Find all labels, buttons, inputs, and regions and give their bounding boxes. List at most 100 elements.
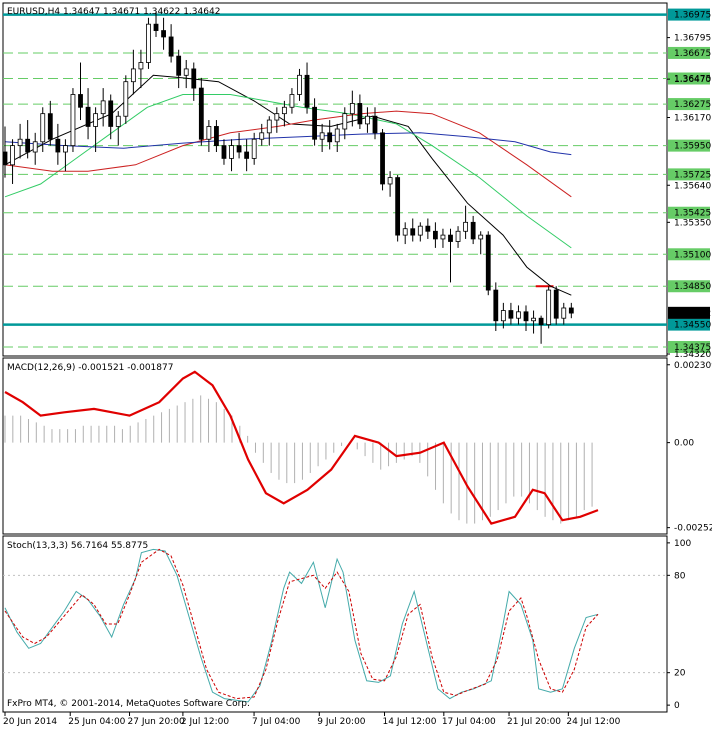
candle-body-57 xyxy=(432,230,438,240)
candle-body-6 xyxy=(47,113,53,140)
time-tick-label-5: 9 Jul 20:00 xyxy=(317,717,366,727)
candle-body-21 xyxy=(161,30,166,38)
price-tick-label-17: 1.34320 xyxy=(674,350,711,360)
candle-body-29 xyxy=(221,145,227,159)
price-tick-label-11: 1.35350 xyxy=(674,218,711,228)
stoch-panel-frame xyxy=(2,535,668,713)
candle-body-60 xyxy=(455,230,461,242)
stoch-tick-label-1: 80 xyxy=(674,571,686,581)
candle-body-25 xyxy=(191,68,197,89)
stoch-header: Stoch(13,3,3) 56.7164 55.8775 xyxy=(7,541,148,551)
level-tag-1.34375 xyxy=(668,340,710,353)
time-tick-label-0: 20 Jun 2014 xyxy=(3,717,57,727)
price-tick-label-6: 1.36170 xyxy=(674,113,711,123)
candle-body-18 xyxy=(138,62,144,70)
level-tag-text-1.35100: 1.35100 xyxy=(674,250,711,260)
level-tag-text-1.36475: 1.36475 xyxy=(674,75,711,85)
macd-signal-line xyxy=(4,370,599,525)
candle-body-35 xyxy=(266,119,272,134)
stoch-tick-label-3: 0 xyxy=(674,701,680,711)
candle-body-51 xyxy=(387,177,393,185)
level-tag-text-1.35425: 1.35425 xyxy=(674,209,711,219)
candle-body-24 xyxy=(183,68,189,76)
time-tick-label-6: 14 Jul 12:00 xyxy=(383,717,437,727)
candle-body-54 xyxy=(410,228,416,236)
level-tag-text-1.35725: 1.35725 xyxy=(674,170,711,180)
candle-body-15 xyxy=(115,115,121,127)
level-tag-1.35425 xyxy=(668,206,710,219)
candle-body-31 xyxy=(236,145,242,153)
candle-body-2 xyxy=(17,138,23,147)
stoch-main-line xyxy=(4,548,599,703)
candle-body-32 xyxy=(244,151,250,159)
candle-body-36 xyxy=(274,113,280,121)
candle-body-12 xyxy=(93,113,99,127)
candle-body-9 xyxy=(70,94,76,147)
candle-body-74 xyxy=(561,307,567,319)
level-tag-text-1.34550: 1.34550 xyxy=(674,321,711,331)
candle-body-37 xyxy=(281,106,287,115)
level-tag-1.36275 xyxy=(668,98,710,111)
level-tag-text-1.36975: 1.36975 xyxy=(674,11,711,21)
candle-body-69 xyxy=(523,311,529,322)
level-tag-1.36675 xyxy=(668,46,710,59)
candle-body-26 xyxy=(198,87,204,140)
candle-body-56 xyxy=(425,225,431,232)
current-price-text: 1.34642 xyxy=(674,309,711,319)
copyright-text: FxPro MT4, © 2001-2014, MetaQuotes Softw… xyxy=(7,699,250,709)
price-tick-label-1: 1.36795 xyxy=(674,34,711,44)
candle-body-55 xyxy=(417,225,423,236)
price-panel-frame xyxy=(2,2,668,357)
candle-body-23 xyxy=(176,55,182,76)
candle-body-67 xyxy=(508,310,514,319)
candle-body-53 xyxy=(402,228,408,236)
time-tick-label-1: 25 Jun 04:00 xyxy=(68,717,125,727)
moving-average-0 xyxy=(4,74,572,296)
macd-panel-frame xyxy=(2,357,668,535)
candle-body-44 xyxy=(334,128,340,143)
candle-body-71 xyxy=(538,317,544,325)
macd-tick-label-0: 0.002309 xyxy=(674,361,712,371)
stoch-signal-line xyxy=(4,548,599,700)
level-tag-1.35725 xyxy=(668,168,710,181)
candle-body-34 xyxy=(259,132,265,140)
price-axis: 1.34642 1.36795 1.36470 1.36170 1.35640 1.353… xyxy=(667,34,711,360)
level-tag-text-1.36275: 1.36275 xyxy=(674,100,711,110)
candle-body-19 xyxy=(146,23,151,63)
macd-tick-label-1: 0.00 xyxy=(674,439,694,449)
candle-body-7 xyxy=(55,138,61,153)
candle-body-11 xyxy=(85,106,91,127)
candle-body-63 xyxy=(478,234,484,240)
time-tick-label-4: 7 Jul 04:00 xyxy=(252,717,301,727)
candle-body-43 xyxy=(327,132,333,143)
candle-body-58 xyxy=(440,234,446,240)
candle-body-33 xyxy=(251,138,257,159)
stoch-tick-label-2: 20 xyxy=(674,669,686,679)
candle-body-3 xyxy=(25,138,31,153)
stoch-tick-label-0: 100 xyxy=(674,539,691,549)
level-tag-text-1.36675: 1.36675 xyxy=(674,49,711,59)
current-price-tag xyxy=(668,306,710,319)
candle-body-1 xyxy=(10,145,15,166)
candle-body-72 xyxy=(546,289,552,325)
candle-body-27 xyxy=(206,126,212,140)
candle-body-49 xyxy=(372,115,378,134)
candle-body-17 xyxy=(130,68,136,83)
candle-body-70 xyxy=(531,317,536,322)
level-tag-1.35100 xyxy=(668,248,710,261)
level-tag-text-1.34850: 1.34850 xyxy=(674,282,711,292)
level-tag-text-1.35950: 1.35950 xyxy=(674,142,711,152)
level-tag-text-1.34375: 1.34375 xyxy=(674,343,711,353)
candle-body-22 xyxy=(168,36,174,57)
candle-body-16 xyxy=(123,81,129,117)
candle-body-75 xyxy=(568,307,574,314)
price-tick-label-9: 1.35640 xyxy=(674,181,711,191)
candle-body-52 xyxy=(395,177,401,236)
candle-body-59 xyxy=(448,234,453,242)
level-tag-1.34850 xyxy=(668,280,710,293)
candle-body-46 xyxy=(349,103,355,115)
candle-body-4 xyxy=(32,141,38,153)
candle-body-8 xyxy=(63,145,68,153)
time-tick-label-7: 17 Jul 04:00 xyxy=(442,717,496,727)
